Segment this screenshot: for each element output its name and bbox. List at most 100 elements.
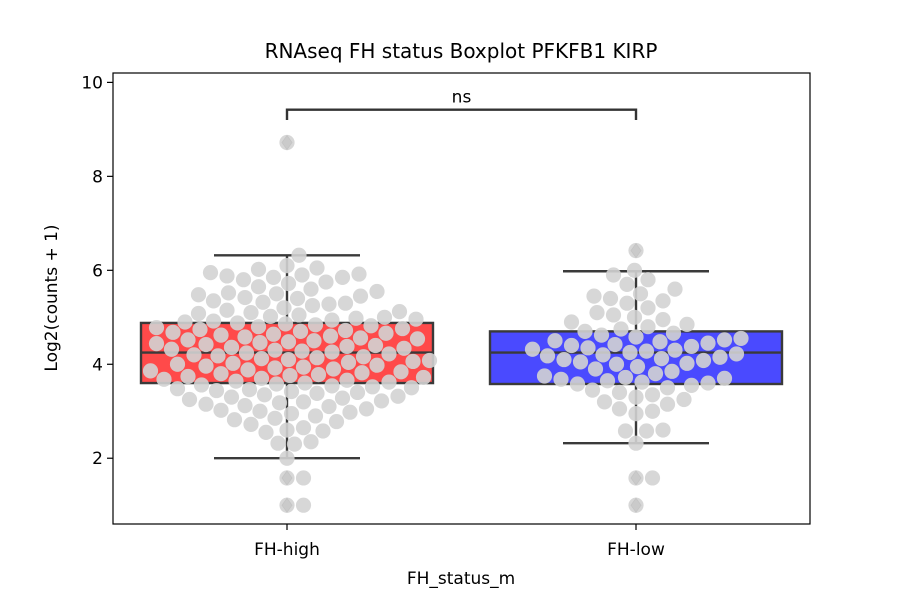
data-point [238,345,255,361]
data-point [142,363,159,379]
data-point [267,360,283,376]
data-point [322,328,339,344]
significance-bracket [285,108,638,120]
data-point [409,331,426,347]
data-point [339,338,355,355]
data-point [271,395,288,411]
data-point [181,391,198,408]
data-point [595,347,611,363]
data-point [279,422,295,438]
data-point [240,362,256,378]
data-point [265,326,282,342]
data-point [664,363,680,379]
data-point [334,390,351,406]
data-point [611,401,628,417]
data-point [340,354,357,370]
data-point [241,382,258,398]
y-axis-label: Log2(counts + 1) [42,224,62,371]
data-point [363,318,379,334]
data-point [524,341,541,357]
data-point [237,289,253,306]
data-point [683,338,700,355]
data-point [295,359,312,375]
data-point [728,346,745,362]
data-point [156,371,172,387]
data-point [243,304,259,321]
data-point [309,260,325,276]
data-point [605,267,622,283]
data-point [252,403,268,419]
data-point [282,367,298,384]
data-point [396,340,412,356]
data-point [679,355,695,371]
data-point [348,310,364,326]
data-point [700,375,716,391]
data-point [169,381,186,397]
data-point [205,293,222,309]
data-point [291,247,307,263]
data-point [256,387,273,403]
data-point [291,307,307,323]
plot-frame [112,72,811,525]
data-point [619,295,635,311]
data-point [667,281,683,297]
data-point [198,396,214,412]
data-point [563,337,580,354]
data-point [536,368,553,384]
data-point [381,374,397,390]
data-point [647,366,664,382]
data-point [279,134,295,151]
data-point [556,351,572,368]
data-point [665,325,682,341]
data-point [243,416,259,433]
data-point [605,307,622,323]
data-point [712,349,728,365]
data-point [640,272,656,288]
data-point [569,376,586,392]
data-point [279,450,295,466]
data-point [219,302,235,318]
data-point [653,351,670,367]
data-point [295,497,312,513]
data-point [295,470,312,486]
data-point [226,412,243,428]
data-point [310,367,327,383]
data-point [205,313,222,329]
data-point [315,423,331,439]
data-point [198,358,214,374]
data-point [539,348,556,364]
data-point [586,288,602,304]
data-point [655,312,671,328]
data-point [295,420,312,436]
data-point [225,355,241,371]
data-point [381,346,397,362]
data-point [180,368,196,385]
data-point [279,497,295,513]
data-point [318,274,334,290]
data-point [733,330,749,347]
data-point [250,279,267,295]
data-point [192,321,208,338]
data-point [198,336,214,353]
data-point [334,269,351,285]
x-tick-label: FH-low [607,540,665,560]
data-point [572,354,589,370]
data-point [220,285,237,301]
data-point [716,332,733,348]
data-point [229,315,246,331]
data-point [186,347,202,363]
data-point [148,336,165,352]
data-point [638,423,655,439]
y-tick-label: 4 [92,355,103,375]
data-point [628,470,644,486]
data-point [354,365,370,381]
data-point [611,384,628,401]
x-axis-label: FH_status_m [407,569,515,589]
data-point [237,398,253,414]
data-point [210,348,226,364]
y-tick-label: 10 [81,73,103,93]
data-point [617,423,634,439]
data-point [328,413,345,430]
data-point [270,435,286,451]
